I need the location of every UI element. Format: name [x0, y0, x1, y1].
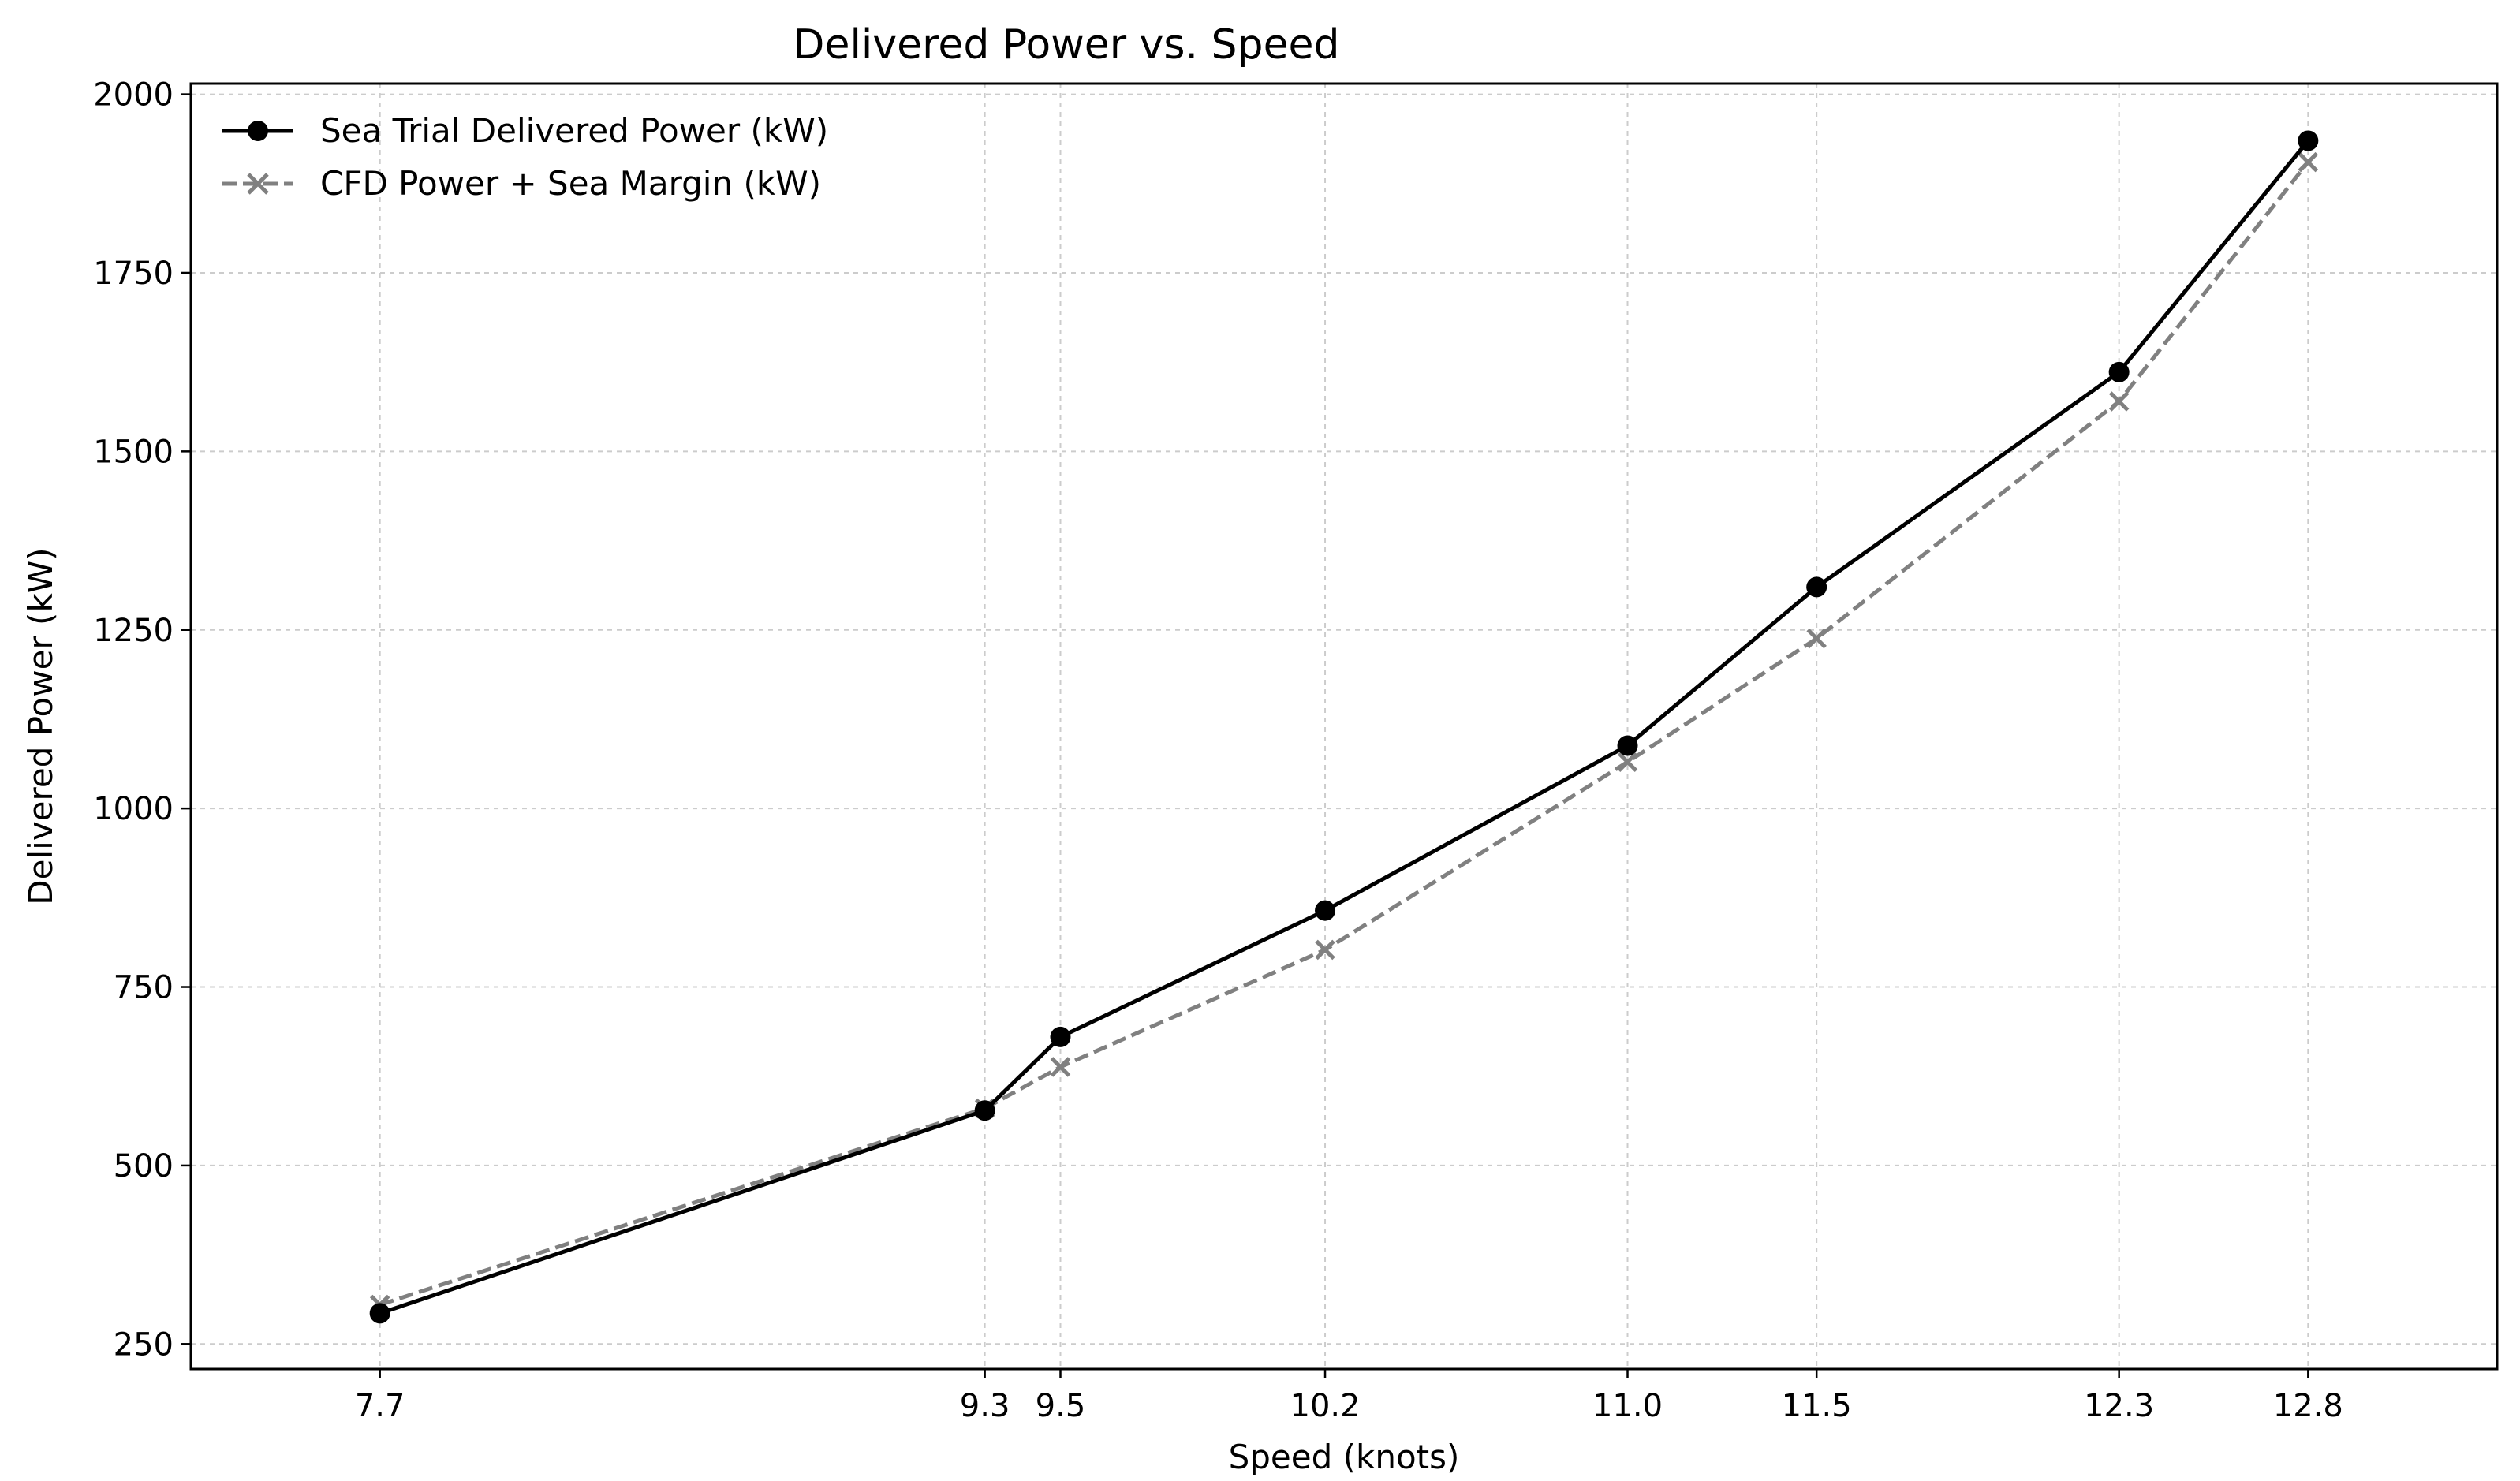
y-axis-title: Delivered Power (kW)	[21, 547, 60, 905]
data-point	[1806, 576, 1827, 598]
series-line	[379, 139, 2310, 1315]
data-point	[1617, 752, 1638, 773]
x-axis-title: Speed (knots)	[1229, 1438, 1460, 1476]
series-1	[369, 151, 2319, 1315]
data-point	[1050, 1057, 1071, 1077]
series-layer	[369, 130, 2319, 1324]
y-tick-label: 500	[114, 1148, 174, 1184]
legend-entry-sea-trial: Sea Trial Delivered Power (kW)	[222, 111, 828, 150]
x-tick-label: 7.7	[355, 1388, 405, 1424]
x-tick-label: 11.0	[1592, 1388, 1663, 1424]
x-axis-ticks: 7.7 9.3 9.5 10.2 11.0 11.5 12.3 12.8	[355, 1369, 2343, 1424]
data-point	[1617, 735, 1638, 756]
data-point	[1050, 1026, 1071, 1047]
y-tick-label: 2000	[93, 77, 174, 114]
grid-lines	[191, 84, 2497, 1369]
legend: Sea Trial Delivered Power (kW) CFD Power…	[222, 111, 828, 203]
series-line	[379, 161, 2310, 1307]
x-tick-label: 9.3	[960, 1388, 1010, 1424]
data-point	[1806, 628, 1827, 649]
y-tick-label: 1000	[93, 791, 174, 827]
legend-label-sea-trial: Sea Trial Delivered Power (kW)	[320, 111, 828, 150]
data-point	[2108, 361, 2130, 382]
x-tick-label: 12.3	[2084, 1388, 2154, 1424]
y-tick-label: 1250	[93, 613, 174, 649]
chart-title: Delivered Power vs. Speed	[793, 21, 1339, 69]
y-tick-label: 750	[114, 970, 174, 1006]
x-tick-label: 11.5	[1782, 1388, 1852, 1424]
x-tick-label: 12.8	[2273, 1388, 2343, 1424]
data-point	[1315, 900, 1336, 921]
data-point	[1315, 939, 1335, 961]
plot-frame	[189, 82, 2499, 1371]
x-tick-label: 9.5	[1036, 1388, 1086, 1424]
data-point	[2298, 130, 2319, 151]
y-tick-label: 1750	[93, 256, 174, 292]
data-point	[974, 1100, 995, 1121]
data-point	[369, 1303, 390, 1324]
y-tick-label: 1500	[93, 434, 174, 470]
data-point	[2298, 151, 2319, 173]
legend-marker-sea-trial	[248, 121, 268, 141]
x-tick-label: 10.2	[1290, 1388, 1361, 1424]
data-point	[2108, 391, 2130, 412]
series-0	[369, 130, 2319, 1324]
y-axis-ticks: 250 500 750 1000 1250 1500 1750 2000	[93, 77, 191, 1363]
legend-label-cfd: CFD Power + Sea Margin (kW)	[320, 164, 821, 203]
legend-entry-cfd: CFD Power + Sea Margin (kW)	[222, 164, 821, 203]
y-tick-label: 250	[114, 1326, 174, 1363]
legend-marker-cfd	[247, 173, 269, 195]
